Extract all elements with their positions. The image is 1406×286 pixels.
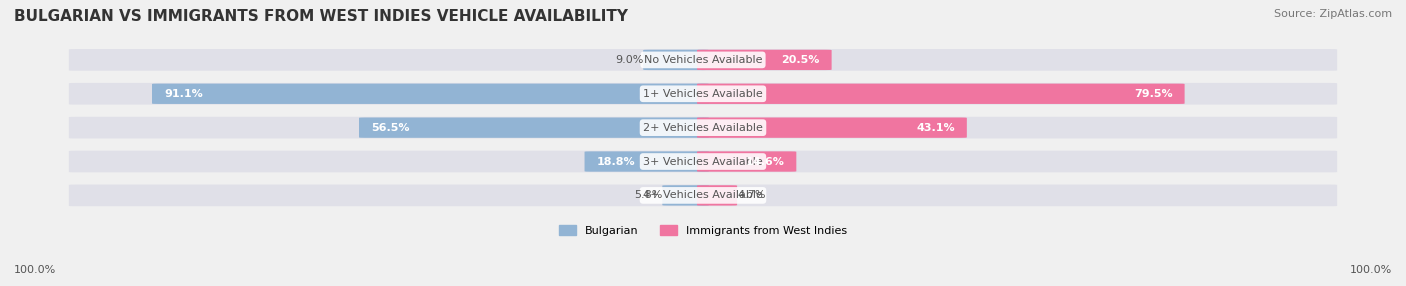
Text: 9.0%: 9.0% xyxy=(614,55,643,65)
Text: 18.8%: 18.8% xyxy=(596,156,636,166)
FancyBboxPatch shape xyxy=(152,84,709,104)
Text: 3+ Vehicles Available: 3+ Vehicles Available xyxy=(643,156,763,166)
FancyBboxPatch shape xyxy=(585,151,709,172)
FancyBboxPatch shape xyxy=(697,185,737,206)
Text: 91.1%: 91.1% xyxy=(165,89,202,99)
Text: 4.7%: 4.7% xyxy=(737,190,766,200)
FancyBboxPatch shape xyxy=(69,151,1337,172)
FancyBboxPatch shape xyxy=(697,151,796,172)
Text: 4+ Vehicles Available: 4+ Vehicles Available xyxy=(643,190,763,200)
FancyBboxPatch shape xyxy=(69,49,1337,71)
FancyBboxPatch shape xyxy=(697,118,967,138)
Text: 100.0%: 100.0% xyxy=(1350,265,1392,275)
Text: Source: ZipAtlas.com: Source: ZipAtlas.com xyxy=(1274,9,1392,19)
Text: BULGARIAN VS IMMIGRANTS FROM WEST INDIES VEHICLE AVAILABILITY: BULGARIAN VS IMMIGRANTS FROM WEST INDIES… xyxy=(14,9,628,23)
FancyBboxPatch shape xyxy=(662,185,709,206)
Text: 56.5%: 56.5% xyxy=(371,123,409,133)
Text: 79.5%: 79.5% xyxy=(1135,89,1173,99)
Text: 100.0%: 100.0% xyxy=(14,265,56,275)
Text: No Vehicles Available: No Vehicles Available xyxy=(644,55,762,65)
Text: 14.6%: 14.6% xyxy=(745,156,785,166)
FancyBboxPatch shape xyxy=(697,50,831,70)
FancyBboxPatch shape xyxy=(69,83,1337,105)
Text: 5.8%: 5.8% xyxy=(634,190,662,200)
FancyBboxPatch shape xyxy=(697,84,1185,104)
Legend: Bulgarian, Immigrants from West Indies: Bulgarian, Immigrants from West Indies xyxy=(554,221,852,240)
Text: 2+ Vehicles Available: 2+ Vehicles Available xyxy=(643,123,763,133)
Text: 1+ Vehicles Available: 1+ Vehicles Available xyxy=(643,89,763,99)
Text: 20.5%: 20.5% xyxy=(782,55,820,65)
Text: 43.1%: 43.1% xyxy=(917,123,955,133)
FancyBboxPatch shape xyxy=(643,50,709,70)
FancyBboxPatch shape xyxy=(69,184,1337,206)
FancyBboxPatch shape xyxy=(69,117,1337,138)
FancyBboxPatch shape xyxy=(359,118,709,138)
